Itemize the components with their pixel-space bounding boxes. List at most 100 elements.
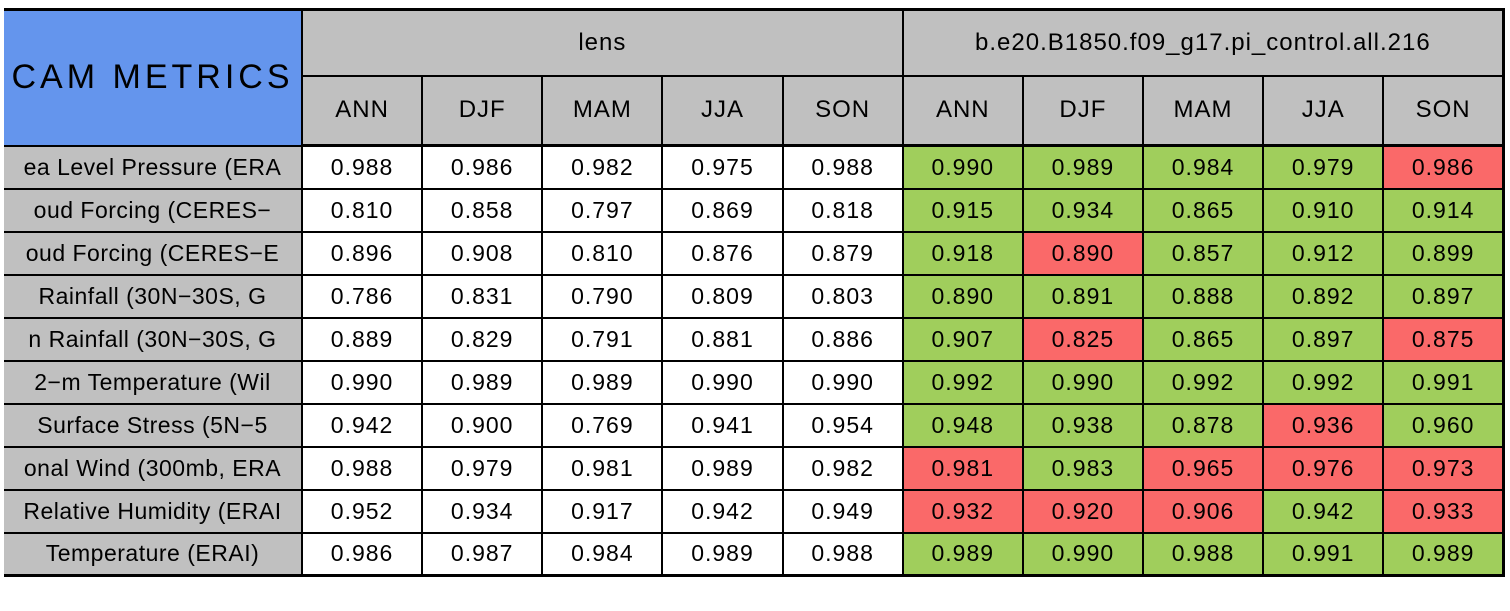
season-header-case-jja: JJA — [1262, 74, 1385, 147]
metric-row-label: n Rainfall (30N−30S, G — [4, 316, 303, 362]
case-value-cell: 0.897 — [1382, 273, 1505, 319]
metrics-table-wrapper: CAM METRICS lens b.e20.B1850.f09_g17.pi_… — [4, 8, 1510, 577]
case-value-cell: 0.906 — [1141, 488, 1265, 534]
season-header-lens-mam: MAM — [541, 74, 664, 147]
lens-value-cell: 0.988 — [781, 531, 904, 577]
case-value-cell: 0.948 — [901, 402, 1024, 448]
case-value-cell: 0.890 — [1021, 230, 1144, 276]
case-value-cell: 0.912 — [1262, 230, 1385, 276]
case-value-cell: 0.914 — [1382, 187, 1505, 233]
metric-row-label: Temperature (ERAI) — [4, 531, 303, 577]
lens-value-cell: 0.986 — [300, 531, 424, 577]
lens-value-cell: 0.886 — [781, 316, 904, 362]
case-value-cell: 0.976 — [1262, 445, 1385, 491]
lens-value-cell: 0.990 — [661, 359, 784, 405]
metric-row-label: Surface Stress (5N−5 — [4, 402, 303, 448]
case-value-cell: 0.897 — [1262, 316, 1385, 362]
case-value-cell: 0.918 — [901, 230, 1024, 276]
case-value-cell: 0.990 — [901, 144, 1024, 190]
season-header-lens-ann: ANN — [300, 74, 424, 147]
case-value-cell: 0.825 — [1021, 316, 1144, 362]
lens-value-cell: 0.982 — [781, 445, 904, 491]
table-row: ea Level Pressure (ERA 0.988 0.986 0.982 0.9… — [4, 144, 1505, 190]
case-value-cell: 0.984 — [1141, 144, 1265, 190]
lens-value-cell: 0.941 — [661, 402, 784, 448]
lens-value-cell: 0.979 — [421, 445, 544, 491]
column-group-lens: lens — [301, 8, 904, 77]
lens-value-cell: 0.831 — [421, 273, 544, 319]
lens-value-cell: 0.990 — [781, 359, 904, 405]
case-value-cell: 0.986 — [1382, 144, 1505, 190]
lens-value-cell: 0.818 — [781, 187, 904, 233]
case-value-cell: 0.989 — [1021, 144, 1144, 190]
season-header-case-son: SON — [1382, 74, 1505, 147]
lens-value-cell: 0.810 — [300, 187, 424, 233]
metric-row-label: 2−m Temperature (Wil — [4, 359, 303, 405]
lens-value-cell: 0.982 — [541, 144, 664, 190]
lens-value-cell: 0.896 — [300, 230, 424, 276]
case-value-cell: 0.888 — [1141, 273, 1265, 319]
lens-value-cell: 0.797 — [541, 187, 664, 233]
case-value-cell: 0.991 — [1382, 359, 1505, 405]
case-value-cell: 0.915 — [901, 187, 1024, 233]
case-value-cell: 0.979 — [1262, 144, 1385, 190]
case-value-cell: 0.934 — [1021, 187, 1144, 233]
lens-value-cell: 0.954 — [781, 402, 904, 448]
case-value-cell: 0.857 — [1141, 230, 1265, 276]
case-value-cell: 0.891 — [1021, 273, 1144, 319]
season-header-case-ann: ANN — [901, 74, 1024, 147]
case-value-cell: 0.991 — [1262, 531, 1385, 577]
lens-value-cell: 0.989 — [661, 531, 784, 577]
lens-value-cell: 0.988 — [300, 144, 424, 190]
lens-value-cell: 0.934 — [421, 488, 544, 534]
season-header-lens-jja: JJA — [661, 74, 784, 147]
case-value-cell: 0.983 — [1021, 445, 1144, 491]
table-title: CAM METRICS — [4, 8, 303, 147]
lens-value-cell: 0.809 — [661, 273, 784, 319]
table-row: n Rainfall (30N−30S, G 0.889 0.829 0.791 0.8… — [4, 316, 1505, 362]
lens-value-cell: 0.869 — [661, 187, 784, 233]
lens-value-cell: 0.975 — [661, 144, 784, 190]
metric-row-label: Rainfall (30N−30S, G — [4, 273, 303, 319]
table-row: oud Forcing (CERES− 0.810 0.858 0.797 0.869 0… — [4, 187, 1505, 233]
case-value-cell: 0.920 — [1021, 488, 1144, 534]
season-header-row: ANN DJF MAM JJA SON ANN DJF MAM JJA SON — [4, 74, 1505, 147]
lens-value-cell: 0.942 — [661, 488, 784, 534]
lens-value-cell: 0.952 — [300, 488, 424, 534]
case-value-cell: 0.992 — [1262, 359, 1385, 405]
case-value-cell: 0.865 — [1141, 187, 1265, 233]
metric-row-label: onal Wind (300mb, ERA — [4, 445, 303, 491]
case-value-cell: 0.942 — [1262, 488, 1385, 534]
case-value-cell: 0.989 — [901, 531, 1024, 577]
case-value-cell: 0.938 — [1021, 402, 1144, 448]
season-header-case-mam: MAM — [1141, 74, 1265, 147]
metric-row-label: Relative Humidity (ERAI — [4, 488, 303, 534]
case-value-cell: 0.910 — [1262, 187, 1385, 233]
lens-value-cell: 0.881 — [661, 316, 784, 362]
lens-value-cell: 0.984 — [541, 531, 664, 577]
case-value-cell: 0.936 — [1262, 402, 1385, 448]
lens-value-cell: 0.917 — [541, 488, 664, 534]
season-header-lens-son: SON — [781, 74, 904, 147]
case-value-cell: 0.907 — [901, 316, 1024, 362]
lens-value-cell: 0.981 — [541, 445, 664, 491]
metrics-tbody: ea Level Pressure (ERA 0.988 0.986 0.982 0.9… — [4, 144, 1505, 577]
case-value-cell: 0.990 — [1021, 359, 1144, 405]
case-value-cell: 0.992 — [1141, 359, 1265, 405]
lens-value-cell: 0.989 — [661, 445, 784, 491]
case-value-cell: 0.890 — [901, 273, 1024, 319]
lens-value-cell: 0.949 — [781, 488, 904, 534]
lens-value-cell: 0.876 — [661, 230, 784, 276]
table-row: onal Wind (300mb, ERA 0.988 0.979 0.981 0.98… — [4, 445, 1505, 491]
lens-value-cell: 0.790 — [541, 273, 664, 319]
lens-value-cell: 0.986 — [421, 144, 544, 190]
case-value-cell: 0.981 — [901, 445, 1024, 491]
group-header-row: CAM METRICS lens b.e20.B1850.f09_g17.pi_… — [4, 8, 1505, 147]
table-row: Temperature (ERAI) 0.986 0.987 0.984 0.989 0.… — [4, 531, 1505, 577]
metric-row-label: oud Forcing (CERES−E — [4, 230, 303, 276]
lens-value-cell: 0.791 — [541, 316, 664, 362]
case-value-cell: 0.932 — [901, 488, 1024, 534]
case-value-cell: 0.992 — [901, 359, 1024, 405]
lens-value-cell: 0.810 — [541, 230, 664, 276]
lens-value-cell: 0.769 — [541, 402, 664, 448]
